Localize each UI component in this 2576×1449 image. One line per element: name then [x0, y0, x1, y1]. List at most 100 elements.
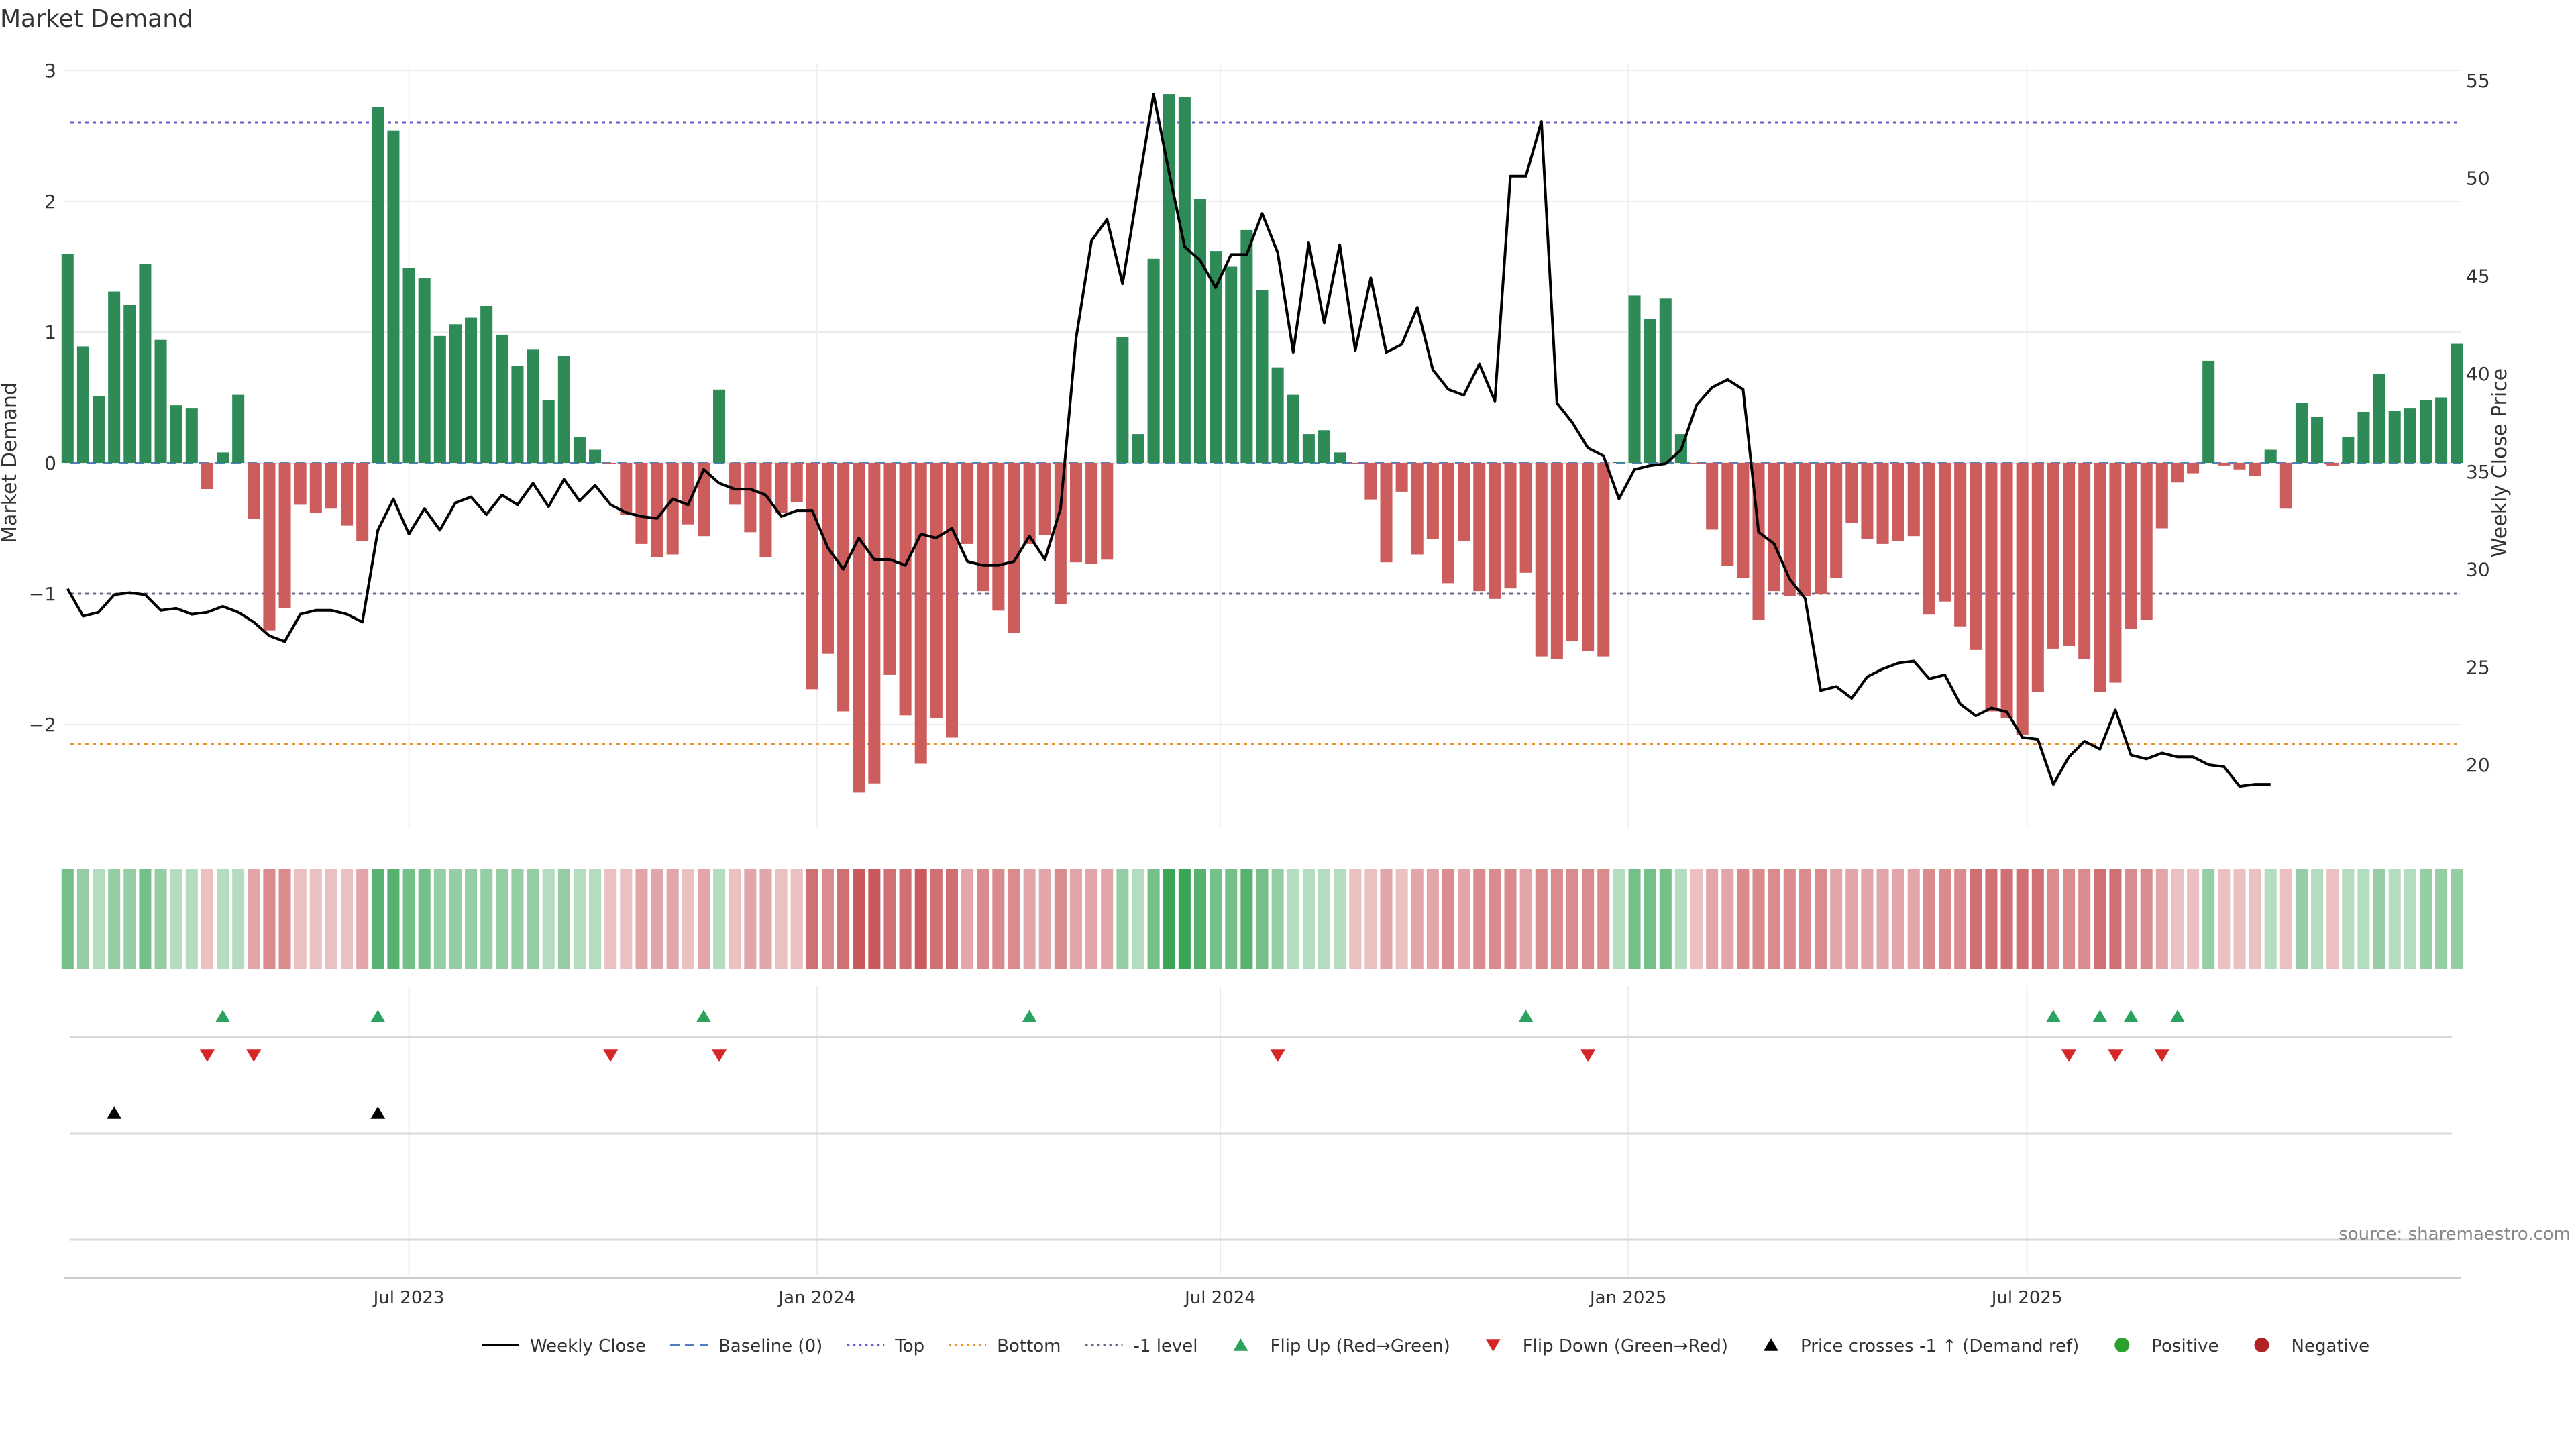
demand-bar: [527, 349, 539, 463]
heat-cell: [217, 869, 229, 969]
event-markers: [70, 1010, 2452, 1241]
heat-cell: [2264, 869, 2277, 969]
demand-bar: [1458, 463, 1470, 541]
demand-bar: [604, 463, 617, 464]
demand-bar: [2435, 397, 2448, 463]
y2-tick-label: 30: [2466, 559, 2490, 581]
heat-cell: [697, 869, 710, 969]
flip-up-marker: [1518, 1010, 1534, 1022]
heat-cell: [527, 869, 539, 969]
heat-cell: [977, 869, 989, 969]
y2-tick-label: 35: [2466, 461, 2490, 483]
heat-cell: [2249, 869, 2261, 969]
demand-bar: [1411, 463, 1424, 555]
heat-cell: [1582, 869, 1595, 969]
demand-bar: [1550, 463, 1563, 659]
legend-item: Top: [847, 1336, 924, 1356]
legend-label: Weekly Close: [530, 1336, 646, 1356]
demand-bar: [418, 278, 431, 463]
heat-cell: [1799, 869, 1811, 969]
legend-item: Baseline (0): [669, 1336, 822, 1356]
demand-bar: [2295, 402, 2308, 463]
heat-cell: [604, 869, 617, 969]
heat-cell: [1085, 869, 1098, 969]
flip-down-marker: [1270, 1049, 1285, 1062]
heat-cell: [2451, 869, 2463, 969]
demand-bar: [759, 463, 772, 557]
heat-cell: [1783, 869, 1796, 969]
demand-bar: [1721, 463, 1734, 567]
demand-bar: [1845, 463, 1858, 523]
demand-bar: [496, 334, 508, 463]
heat-cell: [1845, 869, 1858, 969]
demand-bar: [232, 394, 245, 463]
demand-bar: [806, 463, 818, 690]
heat-cell: [1038, 869, 1051, 969]
y2-tick-label: 40: [2466, 363, 2490, 385]
legend-label: Flip Up (Red→Green): [1271, 1336, 1450, 1356]
flip-up-marker: [215, 1010, 231, 1022]
demand-bar: [853, 463, 865, 793]
legend-item: Flip Down (Green→Red): [1485, 1336, 1728, 1356]
flip-up-marker: [1022, 1010, 1037, 1022]
heat-cell: [682, 869, 694, 969]
demand-bar: [402, 268, 415, 463]
heat-cell: [589, 869, 602, 969]
heat-cell: [1054, 869, 1067, 969]
legend: Weekly Close Baseline (0) Top Bottom -1 leve…: [482, 1336, 2369, 1356]
demand-bar: [2031, 463, 2044, 692]
heat-cell: [635, 869, 648, 969]
heat-cell: [713, 869, 726, 969]
demand-bar: [1799, 463, 1811, 596]
demand-bar: [511, 366, 524, 463]
heat-cell: [248, 869, 260, 969]
heat-cell: [1690, 869, 1703, 969]
heat-cell: [2419, 869, 2432, 969]
heat-cell: [402, 869, 415, 969]
heat-cell: [2171, 869, 2184, 969]
heat-cell: [790, 869, 803, 969]
demand-bar: [1985, 463, 1998, 712]
heat-cell: [2404, 869, 2416, 969]
x-tick-label: Jan 2025: [1589, 1288, 1667, 1308]
demand-bar: [2094, 463, 2106, 692]
demand-bar: [1395, 463, 1408, 492]
demand-bar: [2264, 449, 2277, 463]
heat-cell: [1613, 869, 1625, 969]
heat-cell: [1597, 869, 1610, 969]
demand-bar: [2140, 463, 2153, 620]
heat-cell: [433, 869, 446, 969]
heat-cell: [61, 869, 74, 969]
flip-up-marker: [2092, 1010, 2108, 1022]
y-axis-label: Market Demand: [0, 382, 21, 543]
demand-bar: [635, 463, 648, 544]
legend-label: Positive: [2151, 1336, 2218, 1356]
demand-bar: [1085, 463, 1098, 564]
demand-bar: [790, 463, 803, 502]
demand-bar: [713, 389, 726, 463]
heat-cell: [93, 869, 105, 969]
demand-bar: [2249, 463, 2261, 476]
demand-bar: [217, 452, 229, 463]
price-line-group: [66, 93, 2271, 788]
heat-cell: [2295, 869, 2308, 969]
heat-cell: [2016, 869, 2029, 969]
heat-cell: [1644, 869, 1656, 969]
demand-bar: [1334, 452, 1346, 463]
demand-bar: [775, 463, 788, 513]
legend-label: -1 level: [1134, 1336, 1198, 1356]
demand-bar: [557, 356, 570, 463]
demand-bar: [1473, 463, 1486, 592]
demand-bar: [1876, 463, 1889, 544]
demand-bar: [1225, 266, 1238, 463]
heat-cell: [1907, 869, 1920, 969]
demand-bar: [1907, 463, 1920, 537]
demand-bar: [1597, 463, 1610, 657]
demand-bar: [93, 396, 105, 463]
demand-bar: [930, 463, 943, 718]
demand-bar: [1690, 463, 1703, 464]
demand-bar: [263, 463, 276, 631]
demand-bar: [387, 130, 400, 463]
demand-bar: [2047, 463, 2059, 649]
heat-cell: [1008, 869, 1020, 969]
